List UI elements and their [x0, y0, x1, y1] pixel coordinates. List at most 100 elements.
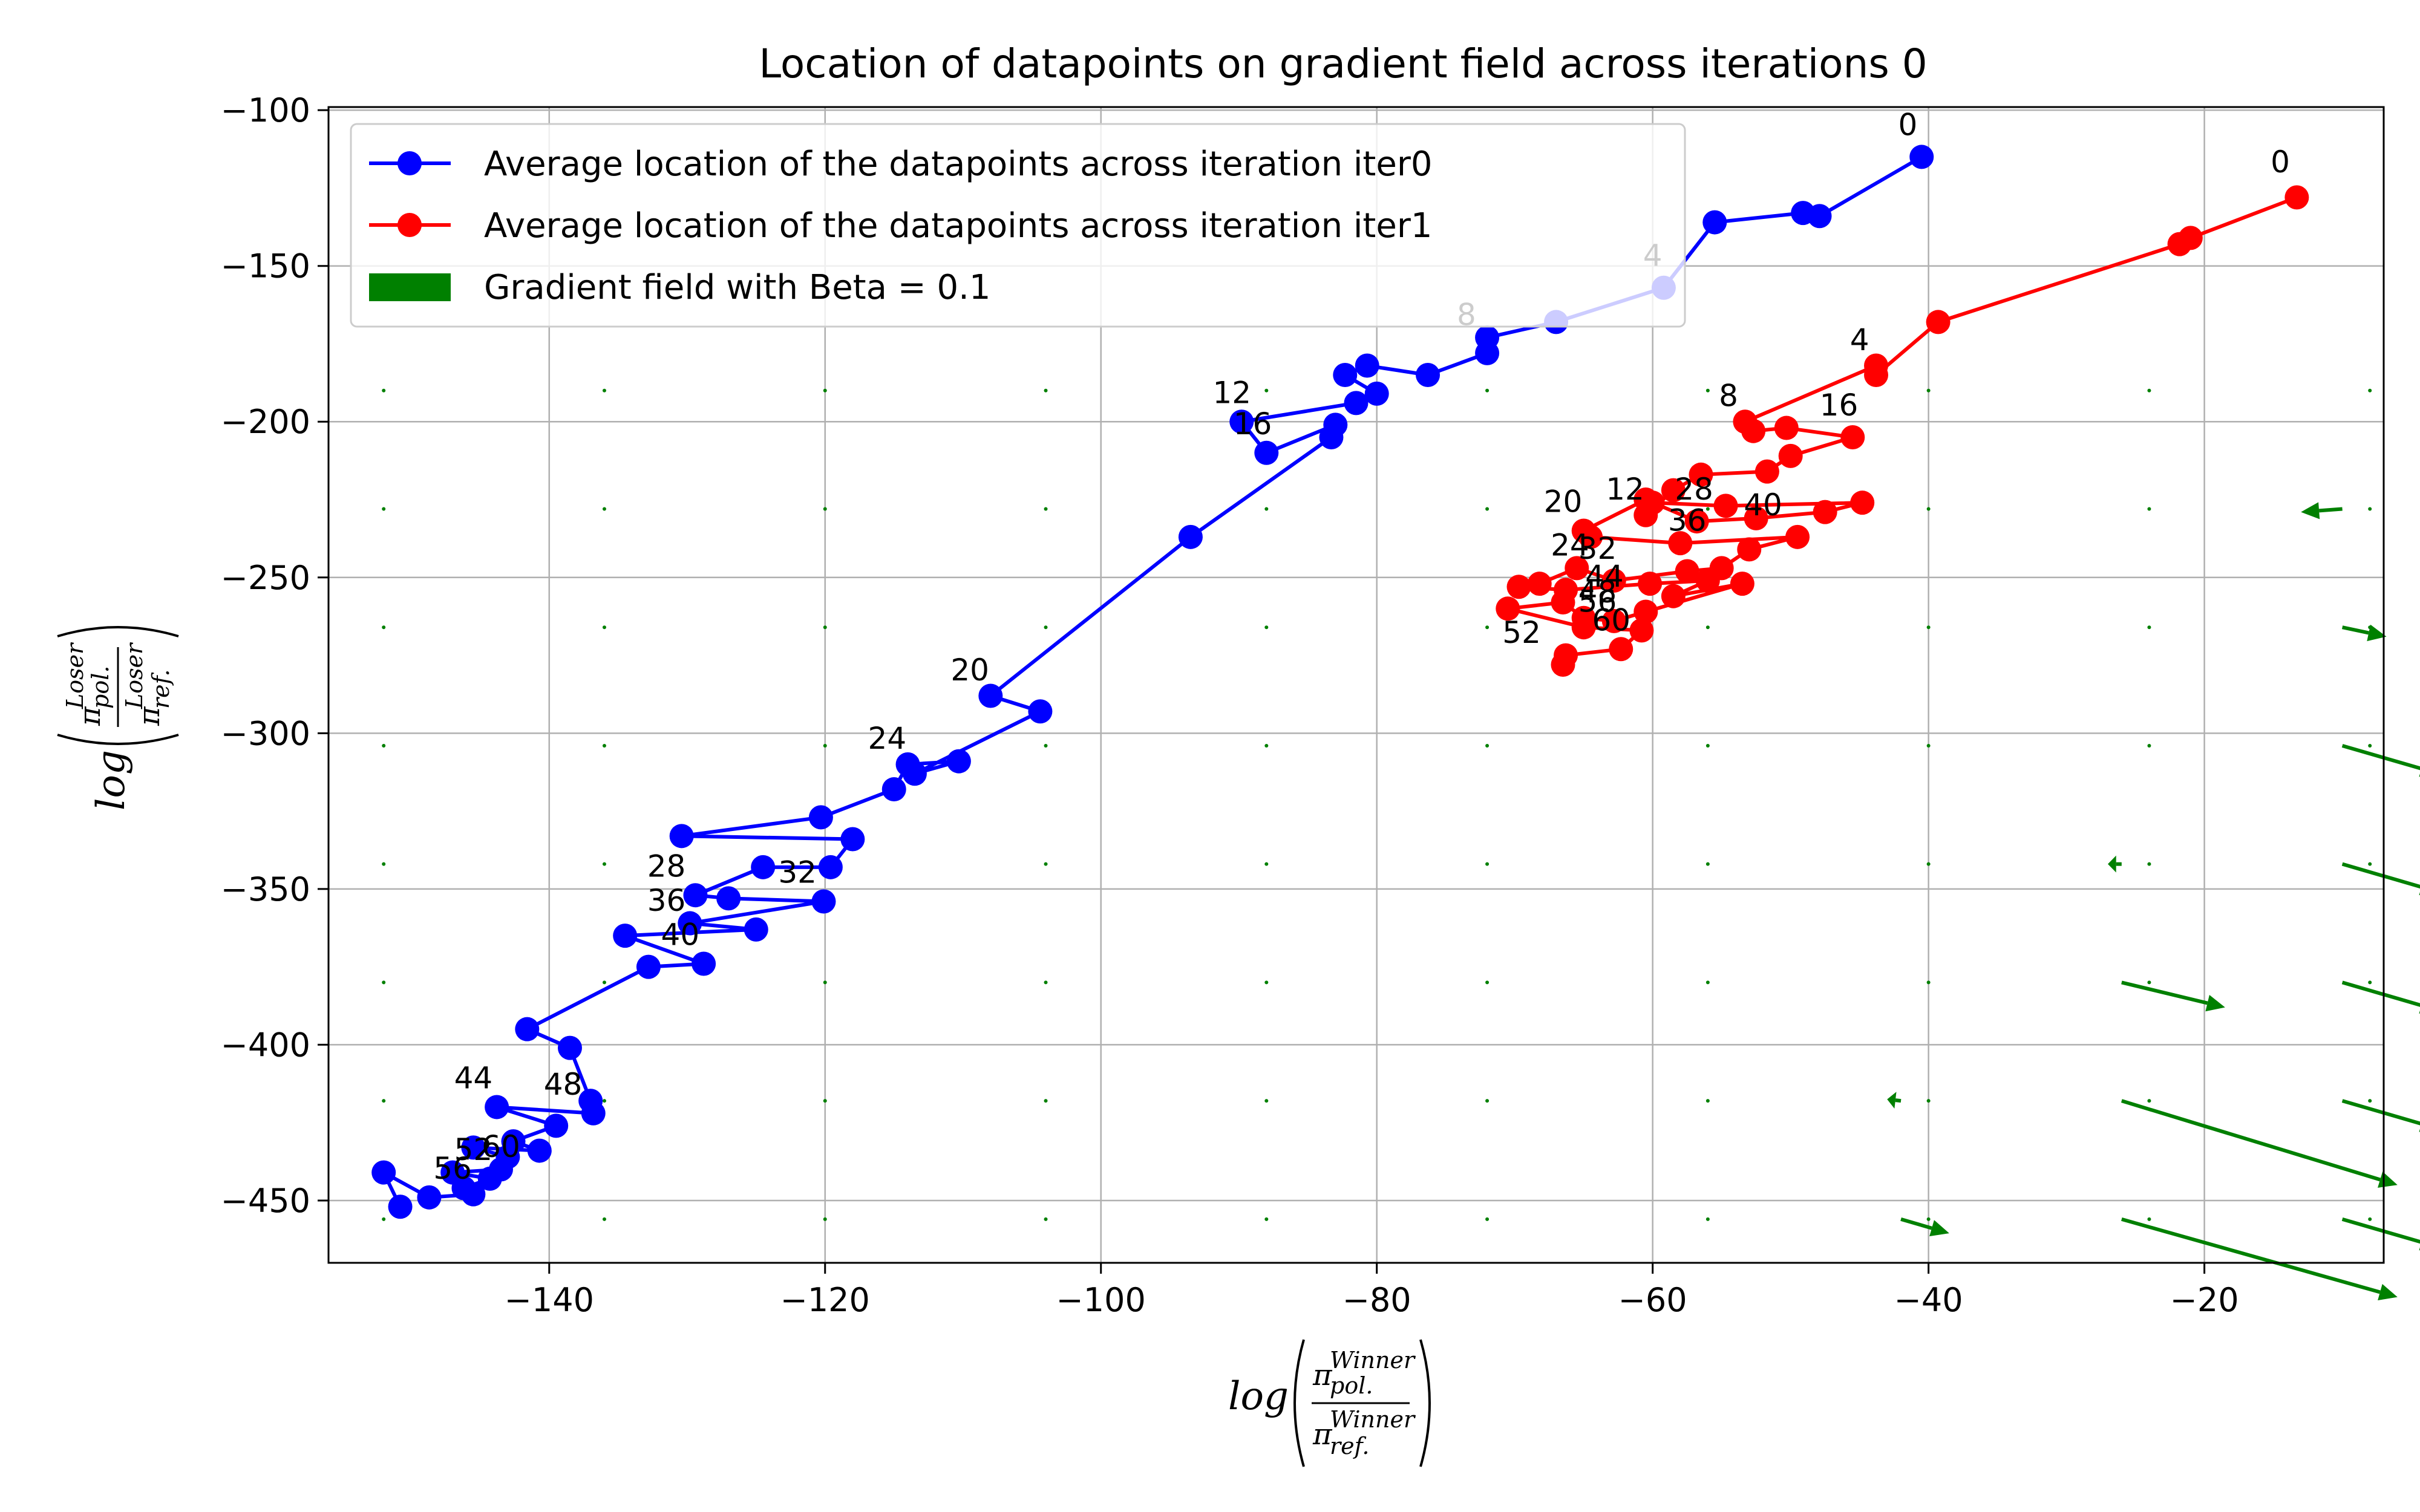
y-axis-label-den-sup: Loser [121, 642, 148, 709]
y-tick-label: −200 [221, 403, 310, 441]
field-point [1926, 743, 1931, 748]
legend-entry-iter1: Average location of the datapoints acros… [369, 206, 1432, 246]
field-point [1264, 1217, 1269, 1221]
y-tick-label: −150 [221, 247, 310, 285]
field-point [1264, 743, 1269, 748]
field-point [1264, 1099, 1269, 1103]
field-arrow-shaft [1900, 1217, 1932, 1230]
data-point [1178, 524, 1203, 549]
field-point [2368, 862, 2372, 866]
data-point [1684, 509, 1709, 534]
x-tick-label: −40 [1894, 1281, 1963, 1319]
field-point [602, 625, 606, 630]
data-point [1565, 556, 1589, 581]
data-point [1730, 572, 1754, 596]
field-point [2368, 1099, 2372, 1103]
field-arrow [2121, 980, 2225, 1012]
point-annotation: 48 [544, 1067, 583, 1102]
legend-label-gradient-field: Gradient field with Beta = 0.1 [484, 268, 991, 307]
field-point [2147, 743, 2151, 748]
field-arrow-head [2205, 994, 2225, 1012]
field-arrow-head [1929, 1220, 1949, 1237]
field-point [382, 1099, 386, 1103]
field-point [382, 388, 386, 393]
field-arrow [2341, 624, 2387, 642]
x-tick-label: −80 [1342, 1281, 1411, 1319]
point-annotation: 24 [1551, 528, 1589, 563]
field-point [2147, 980, 2151, 985]
field-point [602, 1099, 606, 1103]
field-point [1264, 388, 1269, 393]
data-point [1229, 409, 1254, 434]
data-point [1661, 478, 1686, 503]
y-tick-label: −300 [221, 714, 310, 752]
series-iter1 [1496, 185, 2309, 677]
field-point [382, 625, 386, 630]
data-point [1254, 440, 1279, 465]
x-axis-label-log: log [1228, 1374, 1289, 1419]
field-arrow-head [2108, 855, 2116, 873]
data-point [1319, 425, 1344, 449]
field-point [823, 980, 827, 985]
field-point [602, 388, 606, 393]
point-annotation: 56 [433, 1151, 472, 1186]
y-axis-label-den-symbol: π [132, 706, 166, 726]
field-point [1926, 1099, 1931, 1103]
point-annotation: 4 [1850, 322, 1869, 357]
data-point [613, 924, 638, 948]
x-axis-label-num-symbol: π [1312, 1358, 1333, 1392]
data-point [1668, 531, 1693, 556]
y-axis-label: log π Loser pol. π Loser ref. [57, 626, 179, 810]
data-point [1629, 618, 1654, 643]
field-point [382, 980, 386, 985]
data-point [461, 1182, 486, 1207]
plot-frame [327, 106, 2385, 1264]
point-annotation: 40 [661, 917, 700, 953]
legend-entry-iter0: Average location of the datapoints acros… [369, 145, 1432, 184]
data-point [716, 886, 741, 911]
data-point [1675, 559, 1699, 584]
data-point [1601, 608, 1626, 633]
data-point [388, 1194, 413, 1219]
data-point [1909, 145, 1934, 169]
data-point [1741, 419, 1766, 443]
data-point [669, 824, 694, 849]
x-axis-label-den-sub: ref. [1330, 1433, 1369, 1459]
data-point [1778, 443, 1803, 468]
x-axis-label-right-paren [1419, 1339, 1431, 1467]
x-axis-label-num-sup: Winner [1330, 1347, 1416, 1374]
field-point [2368, 980, 2372, 985]
field-point [2147, 507, 2151, 511]
data-point [978, 683, 1003, 708]
chart-title: Location of datapoints on gradient field… [759, 41, 1927, 87]
field-point [602, 862, 606, 866]
field-arrow-shaft [2121, 980, 2208, 1005]
point-annotation: 20 [950, 653, 989, 688]
data-point [1634, 599, 1658, 624]
data-point [477, 1166, 502, 1191]
data-point [636, 954, 661, 979]
field-point [1044, 388, 1048, 393]
y-axis-label-right-paren [57, 626, 179, 637]
field-point [1044, 743, 1048, 748]
field-point [1705, 862, 1710, 866]
x-axis-ticks: −140 −120 −100 −80 −60 −40 −20 [505, 1263, 2239, 1319]
data-point [1578, 524, 1603, 549]
data-point [1609, 637, 1634, 662]
field-arrow [2121, 1099, 2398, 1188]
field-point [2368, 1217, 2372, 1221]
data-point [881, 777, 906, 802]
field-point [1705, 980, 1710, 985]
x-tick-label: −140 [505, 1281, 594, 1319]
x-axis-label-den-symbol: π [1312, 1418, 1333, 1452]
point-annotation: 52 [454, 1132, 493, 1167]
field-point [602, 507, 606, 511]
legend-box [350, 123, 1686, 328]
point-annotation: 28 [1675, 472, 1713, 507]
data-point [683, 883, 708, 908]
field-point [602, 743, 606, 748]
data-point [544, 1113, 569, 1138]
x-axis-label-num-sub: pol. [1330, 1372, 1373, 1399]
series-layer [371, 145, 2309, 1219]
